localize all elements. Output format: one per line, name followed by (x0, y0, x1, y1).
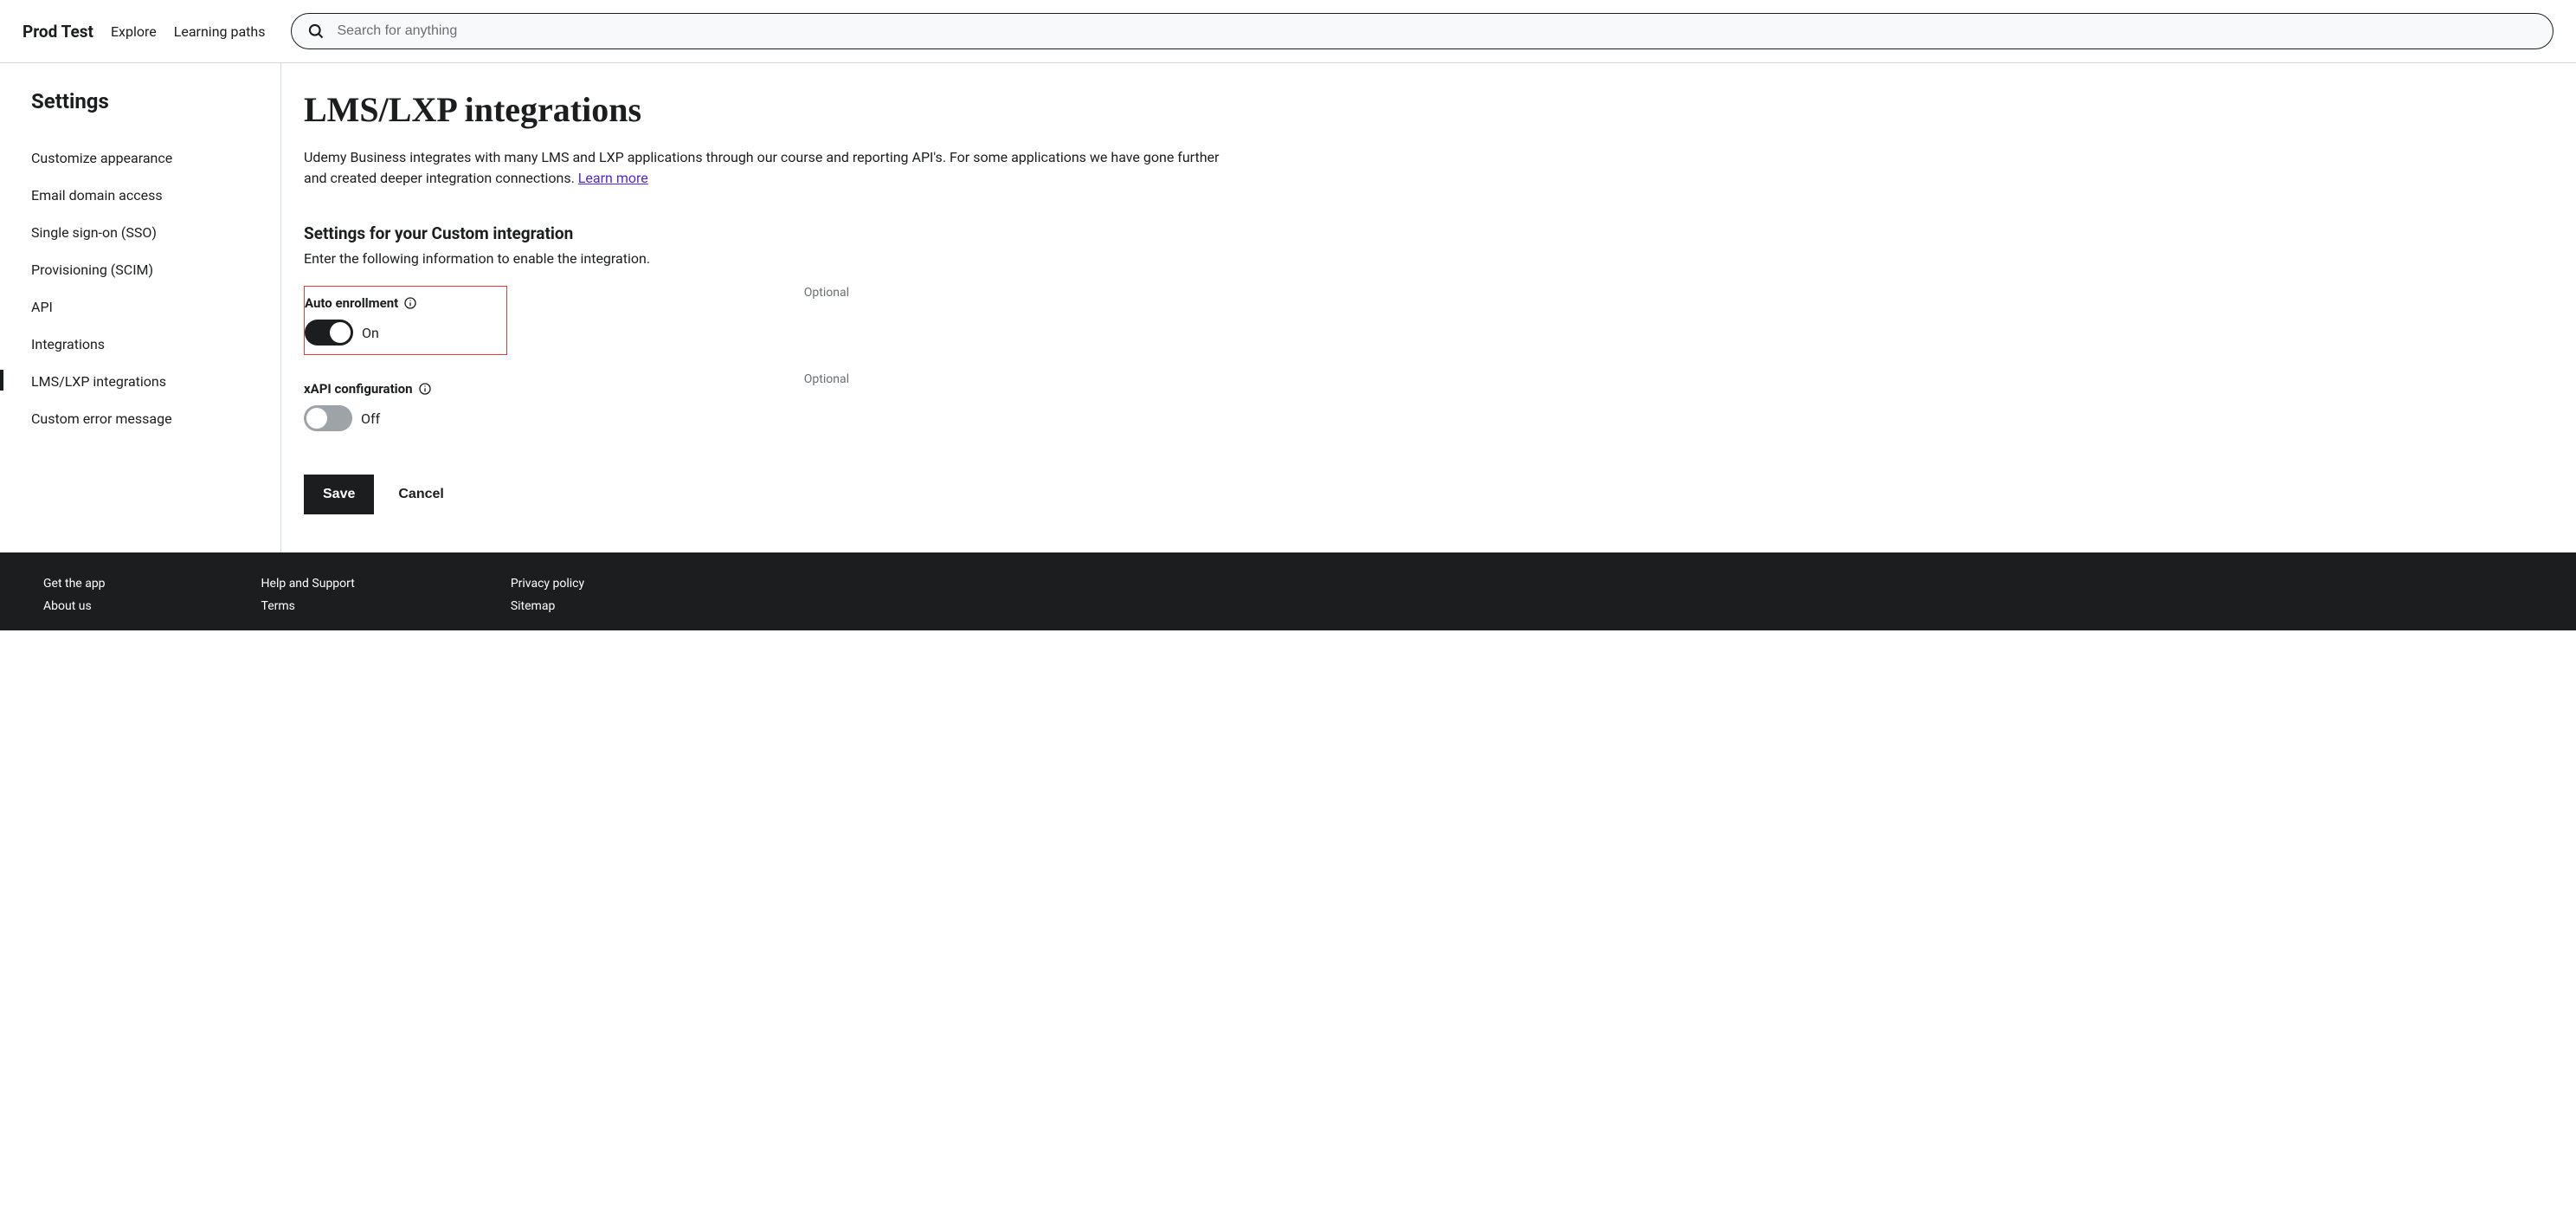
header: Prod Test Explore Learning paths (0, 0, 2576, 63)
info-icon[interactable] (418, 382, 432, 396)
footer-help-support[interactable]: Help and Support (261, 577, 355, 591)
footer: Get the app About us Help and Support Te… (0, 552, 2576, 630)
toggle-row-xapi: Optional xAPI configuration Off (304, 372, 849, 440)
footer-sitemap[interactable]: Sitemap (511, 599, 584, 613)
save-button[interactable]: Save (304, 475, 374, 514)
search-input[interactable] (337, 23, 2537, 39)
search-icon (307, 23, 325, 40)
xapi-label: xAPI configuration (304, 381, 413, 397)
xapi-block: xAPI configuration Off (304, 372, 849, 440)
info-icon[interactable] (403, 296, 417, 310)
intro-body: Udemy Business integrates with many LMS … (304, 149, 1219, 186)
sidebar-item-custom-error[interactable]: Custom error message (31, 400, 249, 437)
brand-title: Prod Test (23, 22, 93, 42)
button-row: Save Cancel (304, 475, 1237, 514)
footer-col-1: Get the app About us (43, 577, 106, 613)
nav-learning-paths[interactable]: Learning paths (174, 23, 266, 40)
optional-label: Optional (804, 286, 849, 300)
sidebar: Settings Customize appearance Email doma… (0, 63, 281, 552)
search-container (291, 13, 2553, 49)
footer-get-the-app[interactable]: Get the app (43, 577, 106, 591)
auto-enrollment-toggle[interactable] (305, 320, 353, 346)
main-panel: LMS/LXP integrations Udemy Business inte… (281, 63, 1259, 552)
footer-col-2: Help and Support Terms (261, 577, 355, 613)
section-title: Settings for your Custom integration (304, 223, 1237, 243)
sidebar-title: Settings (31, 89, 249, 113)
toggle-header: Auto enrollment (305, 295, 496, 311)
toggle-control: On (305, 320, 496, 346)
sidebar-item-email-domain-access[interactable]: Email domain access (31, 177, 249, 214)
page-title: LMS/LXP integrations (304, 89, 1237, 130)
auto-enrollment-state: On (362, 325, 379, 341)
footer-terms[interactable]: Terms (261, 599, 355, 613)
nav-explore[interactable]: Explore (111, 23, 157, 40)
search-box[interactable] (291, 13, 2553, 49)
content-area: Settings Customize appearance Email doma… (0, 63, 2576, 552)
toggle-knob (306, 408, 327, 429)
intro-text: Udemy Business integrates with many LMS … (304, 147, 1237, 189)
cancel-button[interactable]: Cancel (398, 487, 443, 502)
footer-privacy[interactable]: Privacy policy (511, 577, 584, 591)
toggle-row-auto-enrollment: Optional Auto enrollment On (304, 286, 849, 355)
sidebar-item-lms-lxp[interactable]: LMS/LXP integrations (31, 363, 249, 400)
sidebar-item-sso[interactable]: Single sign-on (SSO) (31, 214, 249, 251)
footer-col-3: Privacy policy Sitemap (511, 577, 584, 613)
optional-label: Optional (804, 372, 849, 386)
sidebar-item-scim[interactable]: Provisioning (SCIM) (31, 251, 249, 288)
toggle-header: xAPI configuration (304, 381, 839, 397)
learn-more-link[interactable]: Learn more (578, 170, 648, 186)
sidebar-item-api[interactable]: API (31, 288, 249, 326)
section-desc: Enter the following information to enabl… (304, 250, 1237, 267)
sidebar-item-customize-appearance[interactable]: Customize appearance (31, 139, 249, 177)
toggle-control: Off (304, 405, 839, 431)
xapi-toggle[interactable] (304, 405, 352, 431)
xapi-state: Off (361, 410, 380, 427)
auto-enrollment-block: Auto enrollment On (304, 286, 507, 355)
toggle-knob (330, 322, 351, 343)
sidebar-item-integrations[interactable]: Integrations (31, 326, 249, 363)
footer-about-us[interactable]: About us (43, 599, 106, 613)
auto-enrollment-label: Auto enrollment (305, 295, 398, 311)
